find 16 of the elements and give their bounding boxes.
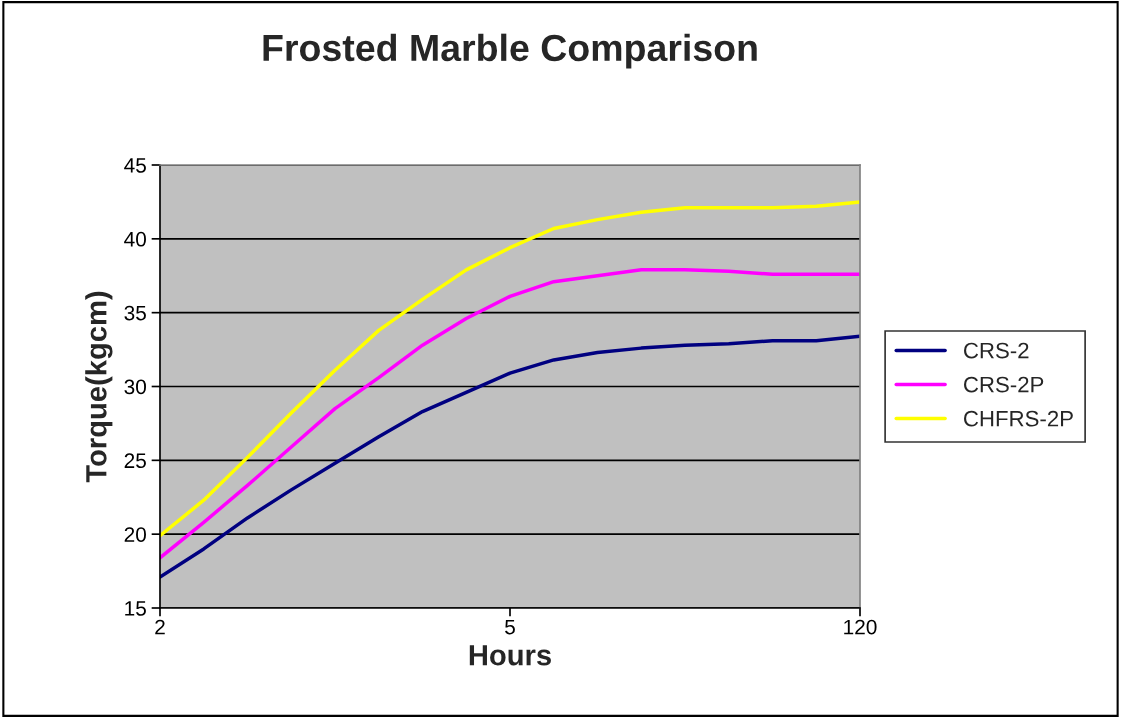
x-tick-label: 120: [844, 619, 877, 635]
y-axis-title: Torque(kgcm): [85, 291, 113, 483]
y-tick-label: 15: [125, 601, 146, 616]
y-tick-label: 45: [124, 158, 146, 173]
y-tick-label: 35: [124, 305, 146, 321]
x-tick-label: 2: [155, 619, 165, 635]
legend-label: CRS-2: [964, 342, 1029, 359]
legend-label: CHFRS-2P: [964, 410, 1073, 427]
x-axis-title: Hours: [469, 645, 551, 666]
y-tick-label: 25: [124, 453, 146, 469]
chart-title: Frosted Marble Comparison: [263, 33, 757, 69]
x-tick-label: 5: [505, 619, 515, 635]
y-tick-label: 40: [124, 231, 146, 247]
y-tick-label: 30: [124, 379, 146, 395]
legend-label: CRS-2P: [964, 376, 1044, 393]
y-tick-label: 20: [124, 527, 146, 542]
